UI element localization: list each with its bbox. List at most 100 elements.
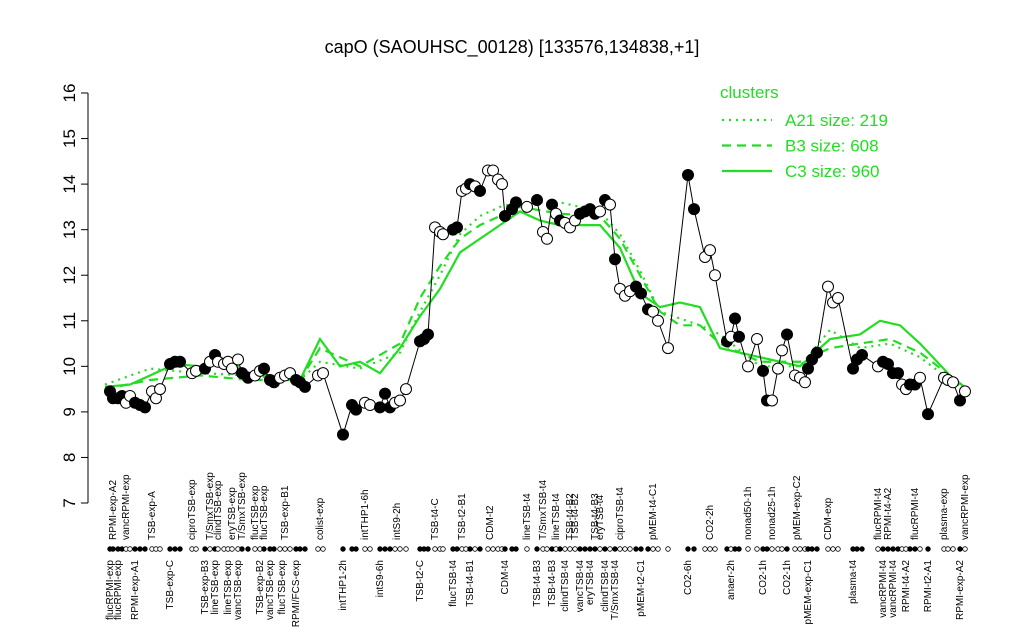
sample-marker [392, 546, 398, 552]
sample-label: lineTSB-exp [223, 560, 234, 615]
sample-point [226, 362, 238, 375]
sample-point [652, 314, 664, 327]
sample-marker [127, 546, 133, 552]
sample-label: CO2-2h [705, 505, 716, 540]
sample-label: vancTSB-exp [265, 560, 276, 620]
y-tick-label: 12 [60, 266, 79, 285]
sample-point [757, 364, 769, 377]
sample-label: flucRPMI-exp [113, 560, 124, 620]
sample-label: intS9-2h [392, 503, 403, 540]
sample-label: nonad50-1h [743, 487, 754, 540]
sample-marker [132, 546, 138, 552]
sample-marker [142, 546, 148, 552]
sample-point [772, 362, 784, 375]
sample-marker [702, 546, 708, 552]
sample-label: flucRPMI-t4 [873, 487, 884, 540]
sample-marker [387, 546, 393, 552]
sample-label: anaer-2h [726, 560, 737, 600]
sample-label: ciproTSB-t4 [615, 487, 626, 540]
sample-label: RPMI/FCS-exp [291, 560, 302, 628]
sample-label: vancRPMI-t4 [878, 560, 889, 618]
sample-marker [875, 546, 881, 552]
sample-point [531, 194, 543, 207]
sample-marker [193, 546, 199, 552]
sample-point [594, 205, 606, 218]
sample-marker [859, 546, 865, 552]
sample-label: flucTSB-exp [259, 485, 270, 540]
sample-marker [957, 546, 963, 552]
sample-marker [472, 546, 478, 552]
sample-label: TSB-t2-B1 [457, 493, 468, 540]
sample-point [437, 228, 449, 241]
sample-marker [691, 546, 697, 552]
sample-point [510, 196, 522, 209]
sample-label: intS9-6h [375, 560, 386, 597]
sample-marker [271, 546, 277, 552]
sample-point [729, 312, 741, 325]
sample-label: lineTSB-exp [210, 560, 221, 615]
sample-marker [814, 546, 820, 552]
sample-point [766, 394, 778, 407]
sample-marker [582, 546, 588, 552]
sample-point [776, 344, 788, 357]
sample-point [822, 280, 834, 293]
sample-marker [157, 546, 163, 552]
sample-label: T/SmxTSB-t4 [610, 560, 621, 620]
sample-label: RPMI-exp-A2 [955, 560, 966, 620]
sample-marker [252, 546, 258, 552]
sample-marker [524, 546, 530, 552]
sample-label: TSB-exp-A [147, 491, 158, 540]
sample-marker [432, 546, 438, 552]
y-tick-label: 14 [60, 175, 79, 194]
sample-marker [607, 546, 613, 552]
sample-marker [567, 546, 573, 552]
legend-label: C3 size: 960 [785, 162, 880, 181]
sample-marker [167, 546, 173, 552]
sample-marker [890, 546, 896, 552]
sample-label: nonad25-1h [767, 487, 778, 540]
sample-point [914, 371, 926, 384]
sample-label: T/SmxTSB-exp [237, 472, 248, 540]
sample-point [609, 253, 621, 266]
sample-point [379, 387, 391, 400]
sample-marker [736, 546, 742, 552]
sample-marker [403, 546, 409, 552]
sample-marker [825, 546, 831, 552]
sample-label: colist-exp [315, 497, 326, 540]
sample-marker [792, 546, 798, 552]
sample-point [232, 353, 244, 366]
sample-marker [467, 546, 473, 552]
sample-marker [797, 546, 803, 552]
sample-marker [577, 546, 583, 552]
sample-label: pMEM-exp-C1 [803, 560, 814, 625]
sample-label: TSB-exp-B3 [200, 560, 211, 615]
sample-marker [885, 546, 891, 552]
sample-label: intTHP1-6h [360, 489, 371, 540]
sample-label: lineTSB-t4 [551, 493, 562, 540]
sample-marker [282, 546, 288, 552]
sample-marker [764, 546, 770, 552]
sample-point [751, 333, 763, 345]
sample-label: TSB-t4-B3 [547, 560, 558, 607]
sample-marker [650, 546, 656, 552]
sample-label: clindTSB-exp [213, 480, 224, 540]
sample-label: flucRPMI-t4 [910, 487, 921, 540]
y-tick-label: 11 [60, 312, 79, 330]
sample-marker [277, 546, 283, 552]
sample-label: TSB-t4-B3 [590, 493, 601, 540]
sample-marker [362, 546, 368, 552]
sample-marker [854, 546, 860, 552]
sample-label: RPMI-t4-A2 [883, 487, 894, 540]
y-tick-label: 13 [60, 220, 79, 239]
sample-label: eryTSB-t4 [595, 495, 606, 540]
sample-point [647, 305, 659, 318]
sample-point [474, 184, 486, 197]
sample-marker [880, 546, 886, 552]
sample-point [688, 203, 700, 216]
sample-marker [950, 546, 956, 552]
sample-marker [638, 546, 644, 552]
sample-marker [454, 546, 460, 552]
sample-marker [315, 546, 321, 552]
sample-point [799, 376, 811, 389]
